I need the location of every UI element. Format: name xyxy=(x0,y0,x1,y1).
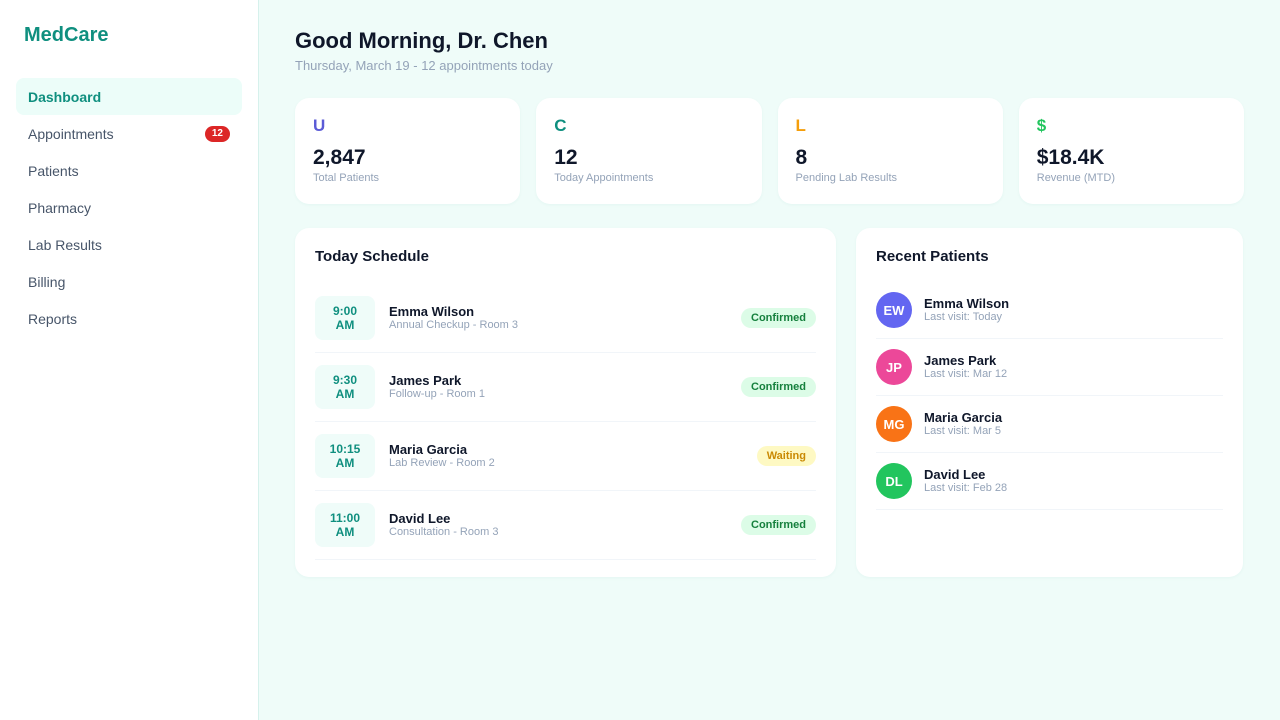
avatar: MG xyxy=(876,406,912,442)
time-value: 9:00 xyxy=(332,304,358,318)
appointment-description: Consultation - Room 3 xyxy=(389,526,499,538)
main-content: Good Morning, Dr. Chen Thursday, March 1… xyxy=(259,0,1280,720)
patient-item[interactable]: JP James Park Last visit: Mar 12 xyxy=(876,339,1223,396)
stat-card-total-patients[interactable]: U 2,847 Total Patients xyxy=(295,98,521,204)
sidebar-item-label: Reports xyxy=(28,310,78,327)
stat-card-today-appointments[interactable]: C 12 Today Appointments xyxy=(536,98,762,204)
sidebar-item-patients[interactable]: Patients xyxy=(16,152,242,189)
sidebar-item-label: Lab Results xyxy=(28,236,102,253)
time-period: AM xyxy=(335,318,355,332)
last-visit: Last visit: Mar 12 xyxy=(924,368,1008,380)
status-badge: Confirmed xyxy=(741,515,816,535)
patient-name: James Park xyxy=(924,353,997,368)
appointment-description: Follow-up - Room 1 xyxy=(389,388,485,400)
patient-name: David Lee xyxy=(389,511,451,526)
status-badge: Confirmed xyxy=(741,377,816,397)
sidebar-item-dashboard[interactable]: Dashboard xyxy=(16,78,242,115)
time-period: AM xyxy=(335,525,355,539)
calendar-icon: C xyxy=(554,116,567,135)
patient-name: James Park xyxy=(389,373,462,388)
appointment-info: David Lee Consultation - Room 3 xyxy=(389,511,741,539)
lab-icon: L xyxy=(795,116,806,135)
stat-value: 12 xyxy=(554,146,578,169)
stat-label: Today Appointments xyxy=(554,172,654,184)
patient-info: Maria Garcia Last visit: Mar 5 xyxy=(924,410,1002,438)
stats-row: U 2,847 Total Patients C 12 Today Appoin… xyxy=(295,98,1244,204)
panels-row: Today Schedule 9:00 AM Emma Wilson Annua… xyxy=(295,228,1244,577)
stat-value: 8 xyxy=(795,146,808,169)
sidebar-nav: Dashboard Appointments 12 Patients Pharm… xyxy=(16,78,242,337)
appointment-time: 9:30 AM xyxy=(315,365,375,409)
appointment-description: Lab Review - Room 2 xyxy=(389,457,495,469)
stat-label: Pending Lab Results xyxy=(795,172,898,184)
stat-card-revenue[interactable]: $ $18.4K Revenue (MTD) xyxy=(1018,98,1244,204)
time-value: 9:30 xyxy=(332,373,358,387)
sidebar-item-label: Billing xyxy=(28,273,66,290)
appointment-description: Annual Checkup - Room 3 xyxy=(389,319,519,331)
stat-value: 2,847 xyxy=(313,146,366,169)
stat-card-pending-lab-results[interactable]: L 8 Pending Lab Results xyxy=(777,98,1003,204)
sidebar: MedCare Dashboard Appointments 12 Patien… xyxy=(0,0,259,720)
schedule-item[interactable]: 11:00 AM David Lee Consultation - Room 3… xyxy=(315,491,816,560)
schedule-item[interactable]: 9:00 AM Emma Wilson Annual Checkup - Roo… xyxy=(315,284,816,353)
last-visit: Last visit: Feb 28 xyxy=(924,482,1008,494)
stat-label: Revenue (MTD) xyxy=(1036,172,1115,184)
users-icon: U xyxy=(313,116,326,135)
time-value: 10:15 xyxy=(329,442,361,456)
brand-logo[interactable]: MedCare xyxy=(24,24,109,46)
today-schedule-panel: Today Schedule 9:00 AM Emma Wilson Annua… xyxy=(295,228,836,577)
stat-label: Total Patients xyxy=(313,172,380,184)
dollar-icon: $ xyxy=(1036,116,1047,135)
sidebar-item-label: Appointments xyxy=(28,125,114,142)
panel-title: Today Schedule xyxy=(315,248,429,265)
appointment-time: 11:00 AM xyxy=(315,503,375,547)
patient-name: Emma Wilson xyxy=(389,304,475,319)
appointment-info: James Park Follow-up - Room 1 xyxy=(389,373,741,401)
patient-info: Emma Wilson Last visit: Today xyxy=(924,296,1009,324)
stat-value: $18.4K xyxy=(1036,146,1105,169)
sidebar-item-label: Patients xyxy=(28,162,79,179)
recent-patients-panel: Recent Patients EW Emma Wilson Last visi… xyxy=(856,228,1243,577)
page-title: Good Morning, Dr. Chen xyxy=(295,28,548,53)
avatar: JP xyxy=(876,349,912,385)
appointment-info: Emma Wilson Annual Checkup - Room 3 xyxy=(389,304,741,332)
patient-name: David Lee xyxy=(924,467,986,482)
appointment-info: Maria Garcia Lab Review - Room 2 xyxy=(389,442,757,470)
sidebar-item-reports[interactable]: Reports xyxy=(16,300,242,337)
sidebar-item-appointments[interactable]: Appointments 12 xyxy=(16,115,242,152)
last-visit: Last visit: Mar 5 xyxy=(924,425,1002,437)
appointments-count-badge: 12 xyxy=(204,125,230,142)
avatar: EW xyxy=(876,292,912,328)
status-badge: Waiting xyxy=(756,446,816,466)
sidebar-item-label: Pharmacy xyxy=(28,199,92,216)
appointment-time: 10:15 AM xyxy=(315,434,375,478)
sidebar-item-lab-results[interactable]: Lab Results xyxy=(16,226,242,263)
patient-name: Maria Garcia xyxy=(389,442,468,457)
schedule-list: 9:00 AM Emma Wilson Annual Checkup - Roo… xyxy=(315,284,816,560)
patient-item[interactable]: MG Maria Garcia Last visit: Mar 5 xyxy=(876,396,1223,453)
schedule-item[interactable]: 10:15 AM Maria Garcia Lab Review - Room … xyxy=(315,422,816,491)
panel-title: Recent Patients xyxy=(876,248,989,265)
status-badge: Confirmed xyxy=(741,308,816,328)
time-period: AM xyxy=(335,456,355,470)
recent-patients-list: EW Emma Wilson Last visit: Today JP Jame… xyxy=(876,282,1223,510)
page-subtitle: Thursday, March 19 - 12 appointments tod… xyxy=(295,58,553,73)
avatar: DL xyxy=(876,463,912,499)
patient-item[interactable]: EW Emma Wilson Last visit: Today xyxy=(876,282,1223,339)
patient-info: David Lee Last visit: Feb 28 xyxy=(924,467,1007,495)
patient-info: James Park Last visit: Mar 12 xyxy=(924,353,1007,381)
last-visit: Last visit: Today xyxy=(924,311,1003,323)
time-value: 11:00 xyxy=(329,511,361,525)
appointment-time: 9:00 AM xyxy=(315,296,375,340)
sidebar-item-billing[interactable]: Billing xyxy=(16,263,242,300)
sidebar-item-label: Dashboard xyxy=(28,88,102,105)
patient-name: Emma Wilson xyxy=(924,296,1010,311)
sidebar-item-pharmacy[interactable]: Pharmacy xyxy=(16,189,242,226)
schedule-item[interactable]: 9:30 AM James Park Follow-up - Room 1 Co… xyxy=(315,353,816,422)
patient-name: Maria Garcia xyxy=(924,410,1003,425)
time-period: AM xyxy=(335,387,355,401)
patient-item[interactable]: DL David Lee Last visit: Feb 28 xyxy=(876,453,1223,510)
